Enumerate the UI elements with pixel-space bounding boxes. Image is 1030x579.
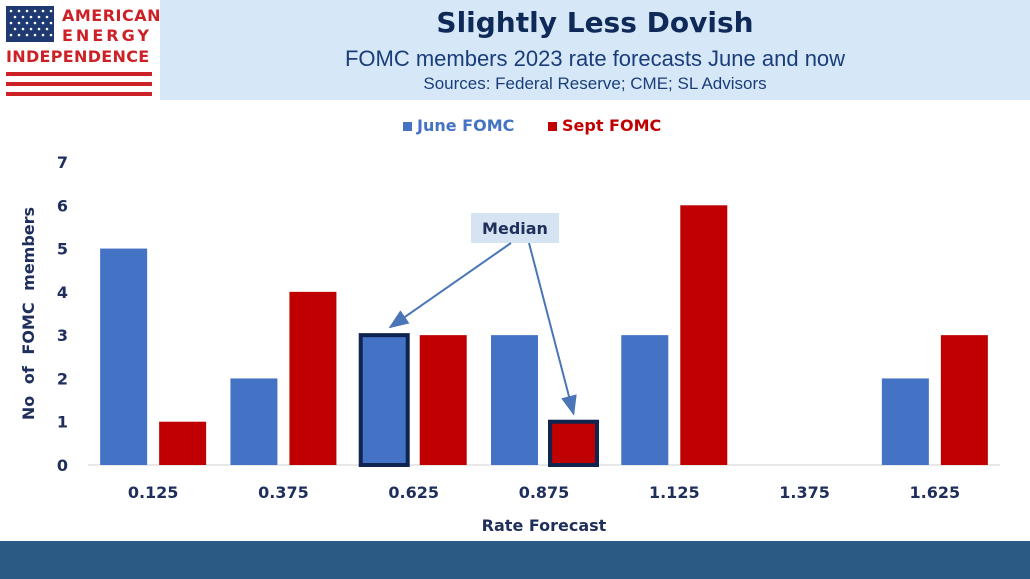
y-tick-label: 1 (57, 413, 68, 432)
logo: AMERICAN ENERGY INDEPENDENCE (0, 0, 162, 100)
bar-chart: June FOMC Sept FOMC 0 1 2 3 4 5 6 7 No of FOMC mem… (19, 116, 1000, 535)
logo-text-line1: AMERICAN (62, 6, 162, 25)
y-tick-label: 6 (57, 196, 68, 215)
legend-swatch (403, 122, 412, 131)
legend-label: June FOMC (416, 116, 514, 135)
bar-june (360, 335, 408, 465)
sources-note: Sources: Federal Reserve; CME; SL Adviso… (423, 74, 767, 93)
bar-sept (159, 421, 207, 465)
x-tick-label: 0.875 (519, 483, 570, 502)
x-tick-label: 1.375 (779, 483, 830, 502)
annotation-box (471, 213, 559, 243)
bar-june (621, 335, 669, 465)
bar-sept (550, 421, 597, 465)
x-tick-label: 1.125 (649, 483, 700, 502)
bar-june (100, 248, 148, 465)
bar-june (230, 378, 278, 465)
header-band (160, 0, 1030, 100)
legend-swatch (548, 122, 557, 131)
x-tick-label: 1.625 (910, 483, 961, 502)
y-tick-label: 0 (57, 456, 68, 475)
y-tick-label: 2 (57, 369, 68, 388)
annotation-arrow (388, 242, 512, 329)
legend-label: Sept FOMC (562, 116, 661, 135)
median-highlight (358, 333, 410, 467)
bar-sept (940, 335, 988, 465)
x-tick-label: 0.625 (388, 483, 439, 502)
y-tick-label: 3 (57, 326, 68, 345)
us-flag-icon (6, 6, 54, 42)
annotation-arrow (528, 242, 577, 416)
page-title: Slightly Less Dovish (436, 6, 754, 39)
annotation-label: Median (482, 219, 548, 238)
y-axis-title: No of FOMC members (19, 207, 38, 420)
y-tick-label: 5 (57, 240, 68, 259)
bar-june (491, 335, 538, 465)
page-subtitle: FOMC members 2023 rate forecasts June an… (344, 46, 846, 71)
x-tick-label: 0.375 (258, 483, 309, 502)
bar-sept (680, 205, 728, 465)
x-axis-title: Rate Forecast (482, 516, 607, 535)
bar-june (881, 378, 929, 465)
logo-text-line2: ENERGY (62, 26, 152, 45)
footer-band (0, 541, 1030, 579)
logo-stripe (6, 82, 152, 86)
median-highlight (548, 419, 599, 468)
bar-sept (419, 335, 467, 465)
logo-stripe (6, 92, 152, 96)
bar-sept (289, 291, 337, 465)
logo-stripe (6, 72, 152, 76)
x-tick-label: 0.125 (128, 483, 179, 502)
y-tick-label: 7 (57, 153, 68, 172)
y-tick-label: 4 (57, 283, 68, 302)
logo-text-line3: INDEPENDENCE (6, 47, 150, 66)
